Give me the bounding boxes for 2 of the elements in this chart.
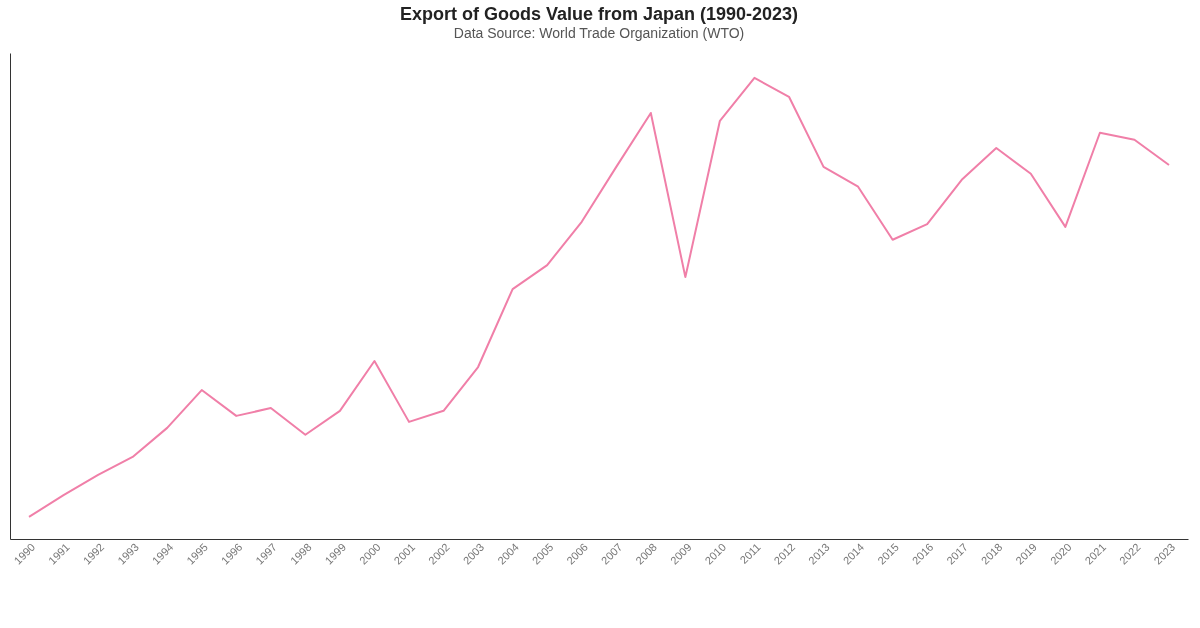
chart-title: Export of Goods Value from Japan (1990-2023) xyxy=(399,4,799,24)
chart-subtitle: Data Source: World Trade Organization (WTO) xyxy=(453,25,745,41)
